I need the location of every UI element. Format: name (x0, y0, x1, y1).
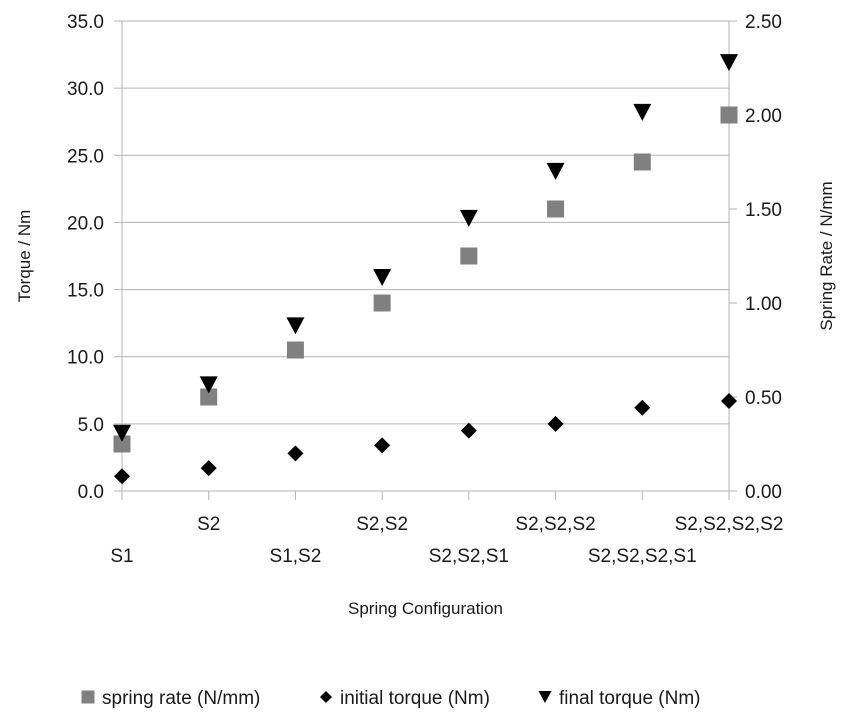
spring-rate-point (373, 294, 391, 312)
x-tick-label: S2,S2,S2,S2 (675, 514, 784, 535)
y-axis-title-right: Spring Rate / N/mm (817, 181, 836, 330)
x-tick-label: S2,S2,S1 (429, 546, 509, 567)
initial-torque-point (460, 422, 477, 439)
initial-torque-point (634, 399, 651, 416)
y-tick-label: 10.0 (67, 348, 104, 369)
y-tick-label: 35.0 (67, 12, 104, 33)
final-torque-point (633, 103, 652, 121)
x-tick-label: S1,S2 (270, 546, 322, 567)
y-tick-label: 5.0 (78, 415, 104, 436)
gridlines (122, 20, 729, 492)
final-torque-point (720, 54, 738, 72)
y2-tick-label: 0.00 (745, 482, 782, 503)
final-torque-point (459, 209, 478, 227)
final-torque-point (373, 268, 392, 286)
spring-rate-point (720, 106, 738, 124)
y2-tick-label: 1.50 (745, 200, 782, 221)
final-torque-point (113, 424, 131, 442)
y-tick-label: 25.0 (67, 146, 104, 167)
y2-tick-label: 0.50 (745, 388, 782, 409)
axes (114, 20, 737, 500)
data-marks (113, 54, 738, 485)
legend-label: spring rate (N/mm) (102, 688, 260, 709)
initial-torque-point (114, 468, 130, 485)
x-tick-label: S2,S2,S2,S1 (588, 546, 697, 567)
initial-torque-point (287, 445, 304, 462)
initial-torque-point (721, 393, 737, 410)
y-axis-title-left: Torque / Nm (15, 210, 34, 303)
final-torque-point (199, 376, 218, 394)
x-tick-label: S2 (197, 514, 220, 535)
x-tick-label: S1 (110, 546, 133, 567)
x-tick-label: S2,S2,S2 (515, 514, 595, 535)
legend: spring rate (N/mm) initial torque (Nm) fin… (81, 688, 701, 709)
y2-tick-label: 2.50 (745, 12, 782, 33)
x-axis-title: Spring Configuration (348, 599, 503, 618)
y-tick-label: 30.0 (67, 79, 104, 100)
final-torque-point (286, 317, 305, 335)
x-tick-label: S2,S2 (356, 514, 408, 535)
initial-torque-point (374, 437, 391, 454)
legend-marker-initial-torque (320, 691, 332, 703)
tick-labels: 0.0 5.0 10.0 15.0 20.0 25.0 30.0 35.0 0.00 0.50 1.… (67, 12, 783, 567)
legend-label: initial torque (Nm) (340, 688, 490, 709)
y-tick-label: 15.0 (67, 281, 104, 302)
spring-rate-point (113, 435, 131, 453)
initial-torque-point (200, 460, 217, 477)
final-torque-point (546, 162, 565, 180)
y2-tick-label: 1.00 (745, 294, 782, 315)
legend-marker-final-torque (538, 691, 552, 703)
spring-rate-point (633, 153, 651, 171)
y2-tick-label: 2.00 (745, 106, 782, 127)
y-tick-label: 20.0 (67, 213, 104, 234)
spring-rate-point (200, 388, 218, 406)
legend-label: final torque (Nm) (559, 688, 701, 709)
initial-torque-point (547, 415, 564, 432)
y-tick-label: 0.0 (78, 482, 104, 503)
spring-rate-point (547, 200, 565, 218)
legend-marker-spring-rate (81, 690, 95, 704)
spring-rate-point (286, 341, 304, 359)
spring-rate-point (460, 247, 478, 265)
